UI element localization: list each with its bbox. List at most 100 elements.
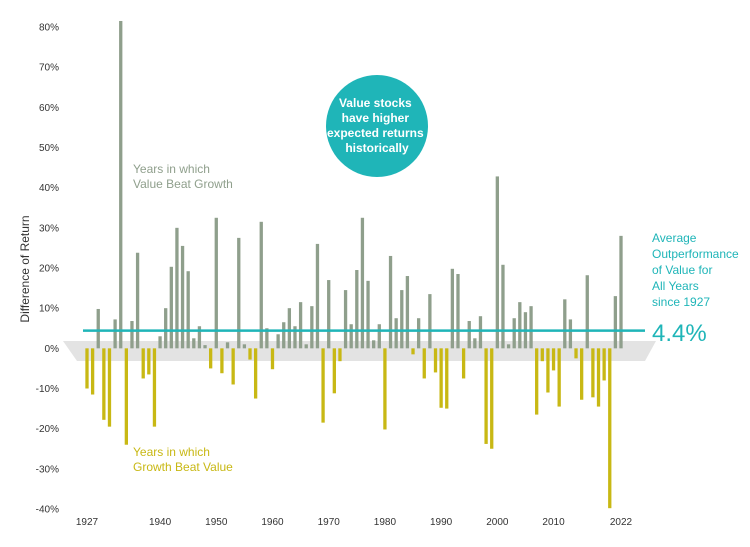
bar-1953 <box>231 348 235 385</box>
y-tick-label: 60% <box>39 103 59 114</box>
bar-1927 <box>85 348 89 389</box>
bar-1957 <box>253 348 258 399</box>
bar-1930 <box>102 348 106 420</box>
bar-1974 <box>349 324 353 349</box>
y-tick-label: 30% <box>39 223 59 234</box>
y-axis-label: Difference of Return <box>18 215 32 322</box>
bar-1998 <box>484 348 488 444</box>
bar-1946 <box>192 338 196 349</box>
bar-1983 <box>400 290 404 349</box>
average-label: Average Outperformance of Value for All … <box>652 231 742 309</box>
bar-1932 <box>113 319 117 349</box>
bar-1962 <box>282 322 286 349</box>
bar-1997 <box>478 316 483 349</box>
bar-1988 <box>428 294 432 349</box>
bar-2013 <box>568 319 573 349</box>
bar-1955 <box>242 344 247 349</box>
bar-1984 <box>405 276 410 349</box>
y-tick-label: -20% <box>36 424 59 435</box>
bar-2008 <box>540 348 544 362</box>
bar-2003 <box>512 318 516 349</box>
callout-line-1: Value stocks <box>339 96 412 110</box>
positive-annotation-line-1: Years in which <box>133 162 210 176</box>
average-label-line-5: since 1927 <box>652 295 710 309</box>
bar-1970 <box>327 280 331 349</box>
bar-1982 <box>394 318 398 349</box>
negative-annotation-line-1: Years in which <box>133 445 210 459</box>
bar-1972 <box>338 348 342 362</box>
bar-1936 <box>135 252 140 349</box>
x-axis-ticks: 1927 1940 1950 1960 1970 1980 1990 2000 2010 2022 <box>76 517 633 528</box>
bar-2018 <box>596 348 601 407</box>
callout-line-2: have higher <box>342 111 410 125</box>
x-tick-label: 1970 <box>318 517 341 528</box>
positive-annotation-line-2: Value Beat Growth <box>133 177 233 191</box>
y-tick-label: 50% <box>39 143 59 154</box>
bar-1969 <box>321 348 325 423</box>
bar-1968 <box>315 243 320 349</box>
x-tick-label: 1950 <box>205 517 228 528</box>
callout-line-4: historically <box>345 141 409 155</box>
bar-2001 <box>501 264 505 349</box>
bar-1951 <box>220 348 224 374</box>
bar-2022 <box>619 235 623 349</box>
bar-1956 <box>248 348 252 360</box>
bar-1941 <box>164 308 168 349</box>
bar-1943 <box>175 227 179 349</box>
bar-1940 <box>158 336 162 349</box>
y-tick-label: 0% <box>45 344 60 355</box>
bar-1994 <box>461 348 466 379</box>
y-tick-label: 80% <box>39 23 59 34</box>
y-axis-ticks: -40% -30% -20% -10% 0% 10% 20% 30% 40% 50% 60% 70% 8… <box>36 23 59 516</box>
bar-1958 <box>259 221 263 349</box>
bar-1949 <box>209 348 213 369</box>
bar-1991 <box>445 348 449 409</box>
callout-text: Value stocks have higher expected return… <box>327 96 427 155</box>
bar-1934 <box>124 348 128 445</box>
bar-1961 <box>276 334 280 349</box>
y-tick-label: 40% <box>39 183 59 194</box>
bar-1963 <box>287 308 292 349</box>
average-label-line-4: All Years <box>652 279 699 293</box>
bar-1954 <box>237 237 241 349</box>
negative-annotation: Years in which Growth Beat Value <box>133 445 233 474</box>
x-tick-label: 1990 <box>430 517 453 528</box>
bar-1999 <box>490 348 494 449</box>
bar-1975 <box>355 270 359 349</box>
bar-1986 <box>416 318 421 349</box>
average-label-line-1: Average <box>652 231 697 245</box>
bar-1967 <box>310 306 314 349</box>
bar-1933 <box>119 20 123 349</box>
bar-2015 <box>580 348 584 400</box>
bar-1948 <box>203 345 207 349</box>
callout-bubble <box>326 75 428 177</box>
bar-1944 <box>180 245 185 349</box>
bar-1978 <box>372 340 376 349</box>
bar-1995 <box>467 321 471 349</box>
bar-1989 <box>433 348 438 373</box>
bar-2009 <box>546 348 550 393</box>
bar-1952 <box>225 342 230 349</box>
y-tick-label: 10% <box>39 304 59 315</box>
negative-annotation-line-2: Growth Beat Value <box>133 460 233 474</box>
bar-1959 <box>265 328 269 349</box>
bar-1937 <box>141 348 145 379</box>
x-tick-label: 1960 <box>261 517 284 528</box>
y-tick-label: -10% <box>36 384 59 395</box>
x-tick-label: 1927 <box>76 517 99 528</box>
bar-1965 <box>298 302 303 349</box>
bar-2019 <box>602 348 606 381</box>
x-tick-label: 1980 <box>374 517 397 528</box>
bar-1928 <box>90 348 95 395</box>
x-tick-label: 2010 <box>542 517 565 528</box>
average-label-line-3: of Value for <box>652 263 712 277</box>
bar-2006 <box>529 306 533 349</box>
y-tick-label: -30% <box>36 464 59 475</box>
bar-2014 <box>574 348 578 359</box>
bar-2017 <box>591 348 595 398</box>
bar-1942 <box>169 266 173 349</box>
bar-2020 <box>608 348 612 509</box>
bar-1947 <box>197 326 202 349</box>
bar-1977 <box>366 280 370 349</box>
bar-1993 <box>456 274 460 349</box>
